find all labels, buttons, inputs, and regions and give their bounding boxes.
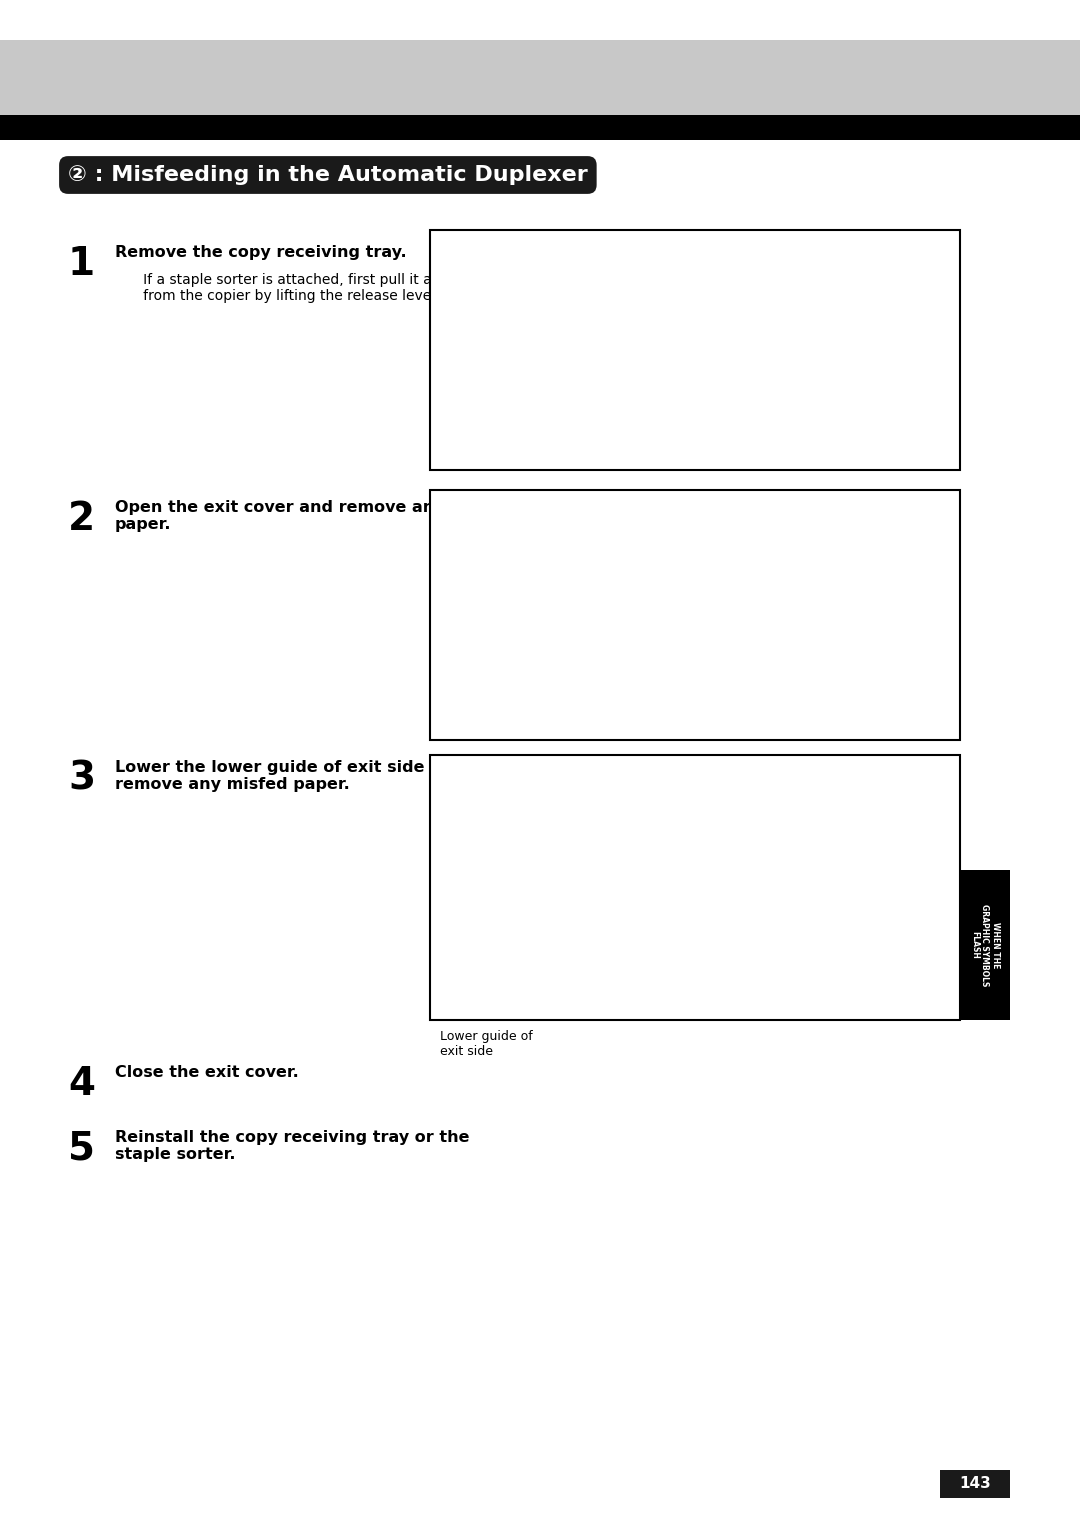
Text: If a staple sorter is attached, first pull it away
   from the copier by lifting: If a staple sorter is attached, first pu… bbox=[130, 274, 460, 303]
Text: Close the exit cover.: Close the exit cover. bbox=[114, 1065, 299, 1080]
Text: Lower the lower guide of exit side and
remove any misfed paper.: Lower the lower guide of exit side and r… bbox=[114, 759, 464, 793]
Text: 5: 5 bbox=[68, 1131, 95, 1167]
Bar bbox=[430, 755, 960, 1021]
Text: Lower guide of
exit side: Lower guide of exit side bbox=[440, 1030, 532, 1057]
Bar bbox=[940, 1470, 1010, 1497]
Bar bbox=[430, 231, 960, 471]
Text: Open the exit cover and remove any misfed
paper.: Open the exit cover and remove any misfe… bbox=[114, 500, 511, 532]
Bar bbox=[430, 490, 960, 740]
Text: 2: 2 bbox=[68, 500, 95, 538]
Text: 143: 143 bbox=[959, 1476, 990, 1491]
Bar bbox=[960, 869, 1010, 1021]
Text: Reinstall the copy receiving tray or the
staple sorter.: Reinstall the copy receiving tray or the… bbox=[114, 1131, 470, 1163]
Text: 1: 1 bbox=[68, 244, 95, 283]
Bar bbox=[0, 115, 1080, 141]
Bar bbox=[0, 40, 1080, 115]
Text: WHEN THE
GRAPHIC SYMBOLS
FLASH: WHEN THE GRAPHIC SYMBOLS FLASH bbox=[970, 905, 1000, 986]
Text: Remove the copy receiving tray.: Remove the copy receiving tray. bbox=[114, 244, 407, 260]
Text: 4: 4 bbox=[68, 1065, 95, 1103]
Text: ② : Misfeeding in the Automatic Duplexer: ② : Misfeeding in the Automatic Duplexer bbox=[68, 165, 588, 185]
Text: 3: 3 bbox=[68, 759, 95, 798]
